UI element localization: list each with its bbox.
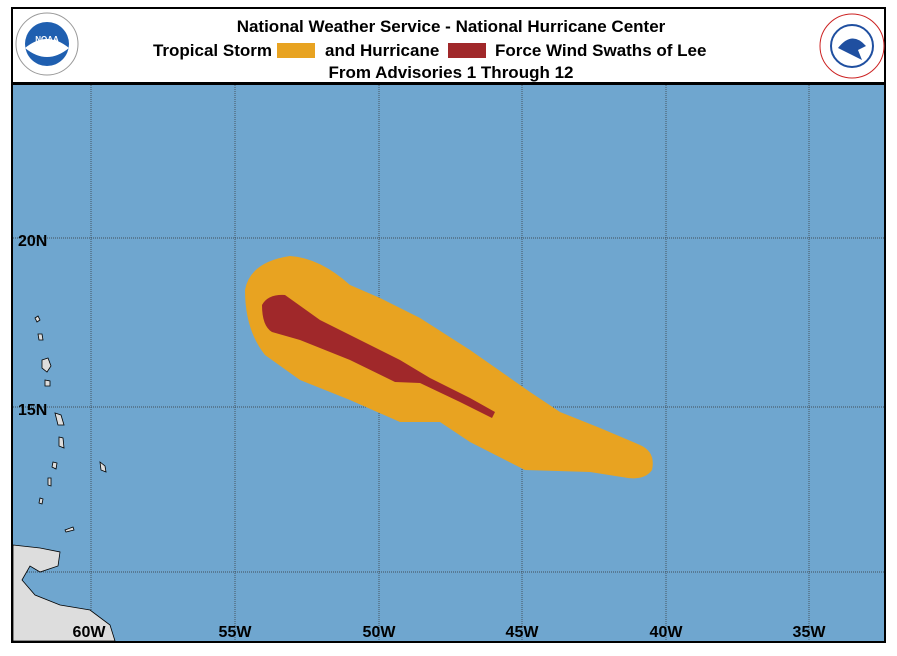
longitude-label: 60W [73,624,107,641]
latitude-label: 20N [18,233,47,250]
longitude-label: 50W [363,624,397,641]
nws-logo [819,13,885,79]
legend-swatch-tropical-storm [277,43,315,58]
legend-swatch-hurricane [448,43,486,58]
legend-tropical-storm: Tropical Storm [153,41,272,60]
subtitle: From Advisories 1 Through 12 [329,63,574,82]
legend-suffix: Force Wind Swaths of Lee [495,41,706,60]
longitude-label: 40W [650,624,684,641]
longitude-label: 35W [793,624,827,641]
legend-hurricane: and Hurricane [325,41,439,60]
latitude-label: 15N [18,402,47,419]
axis-labels: 60W 55W 50W 45W 40W 35W 20N 15N [18,233,826,641]
tropical-storm-swath [245,256,653,479]
longitude-label: 45W [506,624,540,641]
land [12,315,116,642]
noaa-logo: NOAA [15,12,79,76]
title: National Weather Service - National Hurr… [237,17,666,36]
longitude-label: 55W [219,624,253,641]
noaa-logo-text: NOAA [35,35,59,44]
hurricane-swath [262,294,495,418]
